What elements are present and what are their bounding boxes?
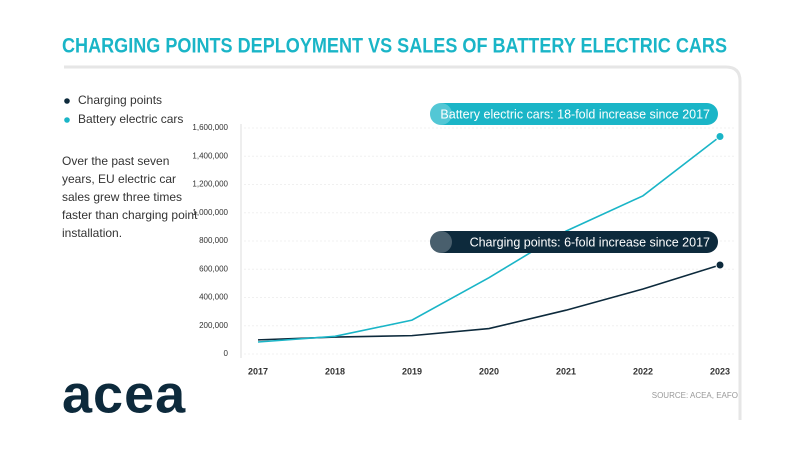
line [257, 264, 721, 341]
x-tick-label: 2022 [633, 366, 653, 376]
legend-label: Charging points [78, 93, 162, 107]
y-tick-label: 1,000,000 [192, 208, 228, 217]
chart-title: CHARGING POINTS DEPLOYMENT VS SALES OF B… [62, 35, 727, 58]
annotation-box [430, 103, 718, 125]
y-tick-label: 400,000 [199, 293, 228, 302]
y-tick-label: 1,400,000 [192, 151, 228, 160]
legend-marker [64, 98, 70, 104]
annotation: Charging points: 6-fold increase since 2… [470, 235, 710, 249]
line [257, 135, 721, 343]
y-tick-label: 1,200,000 [192, 180, 228, 189]
y-tick-label: 0 [224, 349, 229, 358]
annotation-dot [430, 103, 452, 125]
y-tick-label: 1,600,000 [192, 123, 228, 132]
end-marker [715, 260, 725, 270]
x-tick-label: 2017 [248, 366, 268, 376]
source: SOURCE: ACEA, EAFO [652, 391, 738, 400]
end-marker [715, 131, 725, 141]
x-tick-label: 2018 [325, 366, 345, 376]
x-tick-label: 2019 [402, 366, 422, 376]
x-tick-label: 2023 [710, 366, 730, 376]
annotation-box [430, 231, 718, 253]
x-tick-label: 2020 [479, 366, 499, 376]
legend-label: Battery electric cars [78, 112, 183, 126]
y-tick-label: 600,000 [199, 264, 228, 273]
x-tick-label: 2021 [556, 366, 576, 376]
annotation: Battery electric cars: 18-fold increase … [440, 107, 710, 121]
logo: acea [62, 364, 186, 424]
description: Over the past seven years, EU electric c… [62, 154, 198, 240]
y-tick-label: 200,000 [199, 321, 228, 330]
frame [64, 65, 742, 420]
legend-marker [64, 117, 70, 123]
y-tick-label: 800,000 [199, 236, 228, 245]
annotation-dot [430, 231, 452, 253]
